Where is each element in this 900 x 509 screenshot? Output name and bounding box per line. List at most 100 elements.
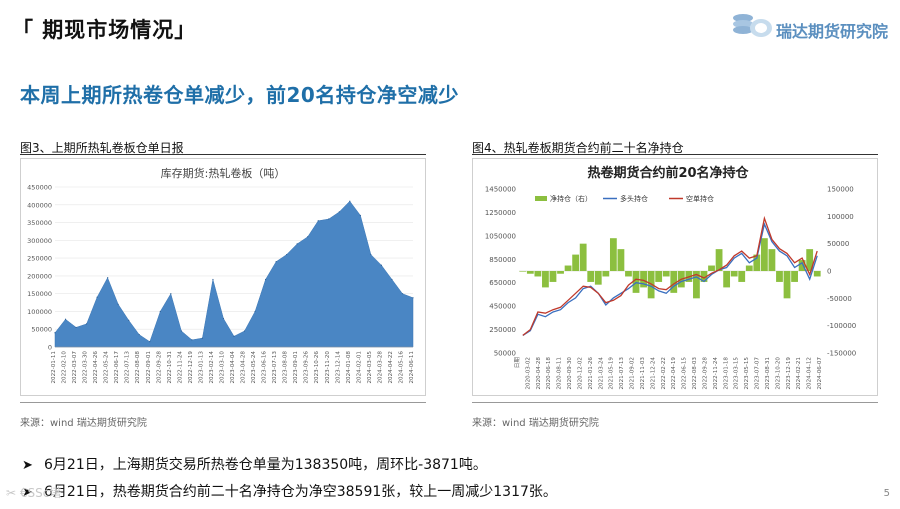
chart2-net-bar xyxy=(813,271,821,277)
chart2-xtick-label: 2022-06-15 xyxy=(682,357,688,390)
company-logo xyxy=(733,14,772,37)
chart1-ytick-label: 250000 xyxy=(27,255,52,263)
chart1-point xyxy=(359,214,361,217)
chart1-xtick-label: 2023-02-14 xyxy=(209,351,215,384)
chart2-net-bar xyxy=(640,271,647,288)
chart1-point xyxy=(96,296,98,298)
chart1-point xyxy=(264,278,267,281)
chart2-frame: 热卷期货合约前20名净持仓 50000 250000 450000 650000 8500… xyxy=(472,158,878,396)
chart2-net-bar xyxy=(557,271,564,274)
chart2-net-bar xyxy=(587,271,595,282)
chart1-point xyxy=(401,293,404,295)
chart2-xtick-label: 日期 xyxy=(514,357,521,369)
chart2-net-bar xyxy=(783,271,791,299)
chart1-xtick-label: 2023-05-24 xyxy=(251,351,257,384)
chart2-legend-label: 多头持仓 xyxy=(620,194,648,203)
chart1-ytick-label: 300000 xyxy=(27,237,52,245)
chart1-xtick-label: 2024-04-22 xyxy=(388,351,394,384)
chart2-svg: 热卷期货合约前20名净持仓 50000 250000 450000 650000 8500… xyxy=(485,165,856,390)
page-number: 5 xyxy=(883,488,890,499)
figure1-caption: 图3、上期所热轧卷板仓单日报 xyxy=(20,141,184,155)
chart1-xtick-label: 2024-05-16 xyxy=(398,351,404,384)
chart1-xtick-label: 2022-10-31 xyxy=(167,351,173,384)
coin-stack-icon xyxy=(733,14,772,37)
chart1-point xyxy=(191,339,193,341)
chart2-xtick-label: 2024-02-21 xyxy=(796,357,802,390)
logo-text: 瑞达期货研究院 xyxy=(776,22,889,41)
chart1-point xyxy=(54,332,56,334)
chart1-point xyxy=(201,337,204,339)
chart2-right-ytick-label: -150000 xyxy=(827,350,856,358)
chart2-net-bar xyxy=(723,271,731,288)
chart2-xtick-label: 2021-03-24 xyxy=(598,357,604,390)
chart1-xtick-label: 2022-03-30 xyxy=(83,351,89,384)
chart2-net-bar xyxy=(549,271,557,282)
footer-watermark: ✂ €SSc墸 xyxy=(6,486,62,500)
chart2-xtick-label: 2020-08-11 xyxy=(557,357,563,390)
chart2-legend-swatch xyxy=(535,196,547,201)
chart2-net-bar xyxy=(655,271,663,282)
chart1-xtick-label: 2023-12-14 xyxy=(335,351,341,384)
chart1-ytick-label: 350000 xyxy=(27,219,52,227)
chart1-point xyxy=(64,318,67,320)
figure2-caption: 图4、热轧卷板期货合约前二十名净持仓 xyxy=(472,141,684,155)
chart2-left-ytick-label: 1450000 xyxy=(485,186,516,194)
chart1-xtick-label: 2022-08-08 xyxy=(135,351,141,384)
chart2-right-ytick-label: 0 xyxy=(827,268,831,276)
chart1-ytick-label: 0 xyxy=(48,344,52,352)
chart1-point xyxy=(338,211,340,213)
chart2-net-bar xyxy=(745,265,753,271)
chart2-xtick-label: 2024-04-12 xyxy=(807,357,813,390)
chart1-point xyxy=(85,323,88,325)
chart2-net-bar xyxy=(693,271,700,299)
chart1-xtick-label: 2023-04-28 xyxy=(241,351,247,384)
chart2-xtick-label: 2024-06-07 xyxy=(817,357,823,390)
chart1-xtick-label: 2023-06-16 xyxy=(262,351,268,384)
chart2-xtick-label: 2023-03-15 xyxy=(734,357,740,390)
chart2-right-ytick-label: 50000 xyxy=(827,240,849,248)
chart1-point xyxy=(307,236,309,238)
chart2-xtick-label: 2023-05-15 xyxy=(744,357,750,390)
chart1-xtick-label: 2023-04-04 xyxy=(230,351,236,384)
chart2-net-bar xyxy=(715,249,723,271)
chart1-point xyxy=(212,278,214,281)
bullet-text: 6月21日，上海期货交易所热卷仓单量为138350吨，周环比-3871吨。 xyxy=(44,457,487,473)
chart2-right-ytick-label: 150000 xyxy=(827,186,854,194)
chart1-point xyxy=(328,218,330,220)
chart1-ytick-label: 400000 xyxy=(27,201,52,209)
chart1-xtick-label: 2022-07-13 xyxy=(125,351,131,384)
chart2-net-bar xyxy=(662,271,670,277)
chart2-xtick-label: 2022-04-19 xyxy=(671,357,677,390)
chart1-xtick-label: 2022-01-11 xyxy=(51,351,57,384)
arrow-bullet-icon: ➤ xyxy=(22,458,33,473)
chart1-point xyxy=(117,303,119,305)
chart2-left-ytick-label: 450000 xyxy=(489,303,516,311)
chart1-point xyxy=(349,200,351,202)
chart1-xtick-label: 2024-02-01 xyxy=(356,351,362,384)
chart1-xtick-label: 2023-09-01 xyxy=(293,351,299,384)
chart2-net-bar xyxy=(632,271,640,293)
chart1-ytick-label: 450000 xyxy=(27,184,52,192)
bullet-item-2: ➤ 6月21日，热卷期货合约前二十名净持仓为净空38591张，较上一周减少1317… xyxy=(22,481,557,501)
chart2-legend-label: 空单持仓 xyxy=(686,194,714,203)
chart2-net-bar xyxy=(519,271,527,272)
chart1-point xyxy=(317,220,319,222)
chart2-net-bar xyxy=(572,254,580,271)
chart2-xtick-label: 2023-10-20 xyxy=(775,357,781,390)
arrow-bullet-icon: ➤ xyxy=(22,485,33,500)
chart1-point xyxy=(243,330,246,332)
chart2-net-bar xyxy=(700,271,708,282)
chart2-net-bar xyxy=(753,254,761,271)
chart2-left-ytick-label: 50000 xyxy=(494,350,516,358)
chart2-xtick-label: 2022-11-24 xyxy=(713,357,719,390)
chart2-short-line xyxy=(522,215,818,336)
chart2-left-ytick-label: 250000 xyxy=(489,326,516,334)
chart2-net-bar xyxy=(776,271,783,282)
chart1-svg: 库存期货:热轧卷板（吨） 0 50000 100000 150000 200000 2500… xyxy=(27,166,415,384)
chart1-xtick-label: 2023-08-08 xyxy=(283,351,289,384)
chart1-point xyxy=(128,319,130,321)
chart1-title: 库存期货:热轧卷板（吨） xyxy=(161,166,286,180)
chart1-xtick-label: 2022-05-24 xyxy=(104,351,110,384)
chart1-point xyxy=(370,253,372,256)
chart2-xtick-label: 2023-01-18 xyxy=(723,357,729,390)
